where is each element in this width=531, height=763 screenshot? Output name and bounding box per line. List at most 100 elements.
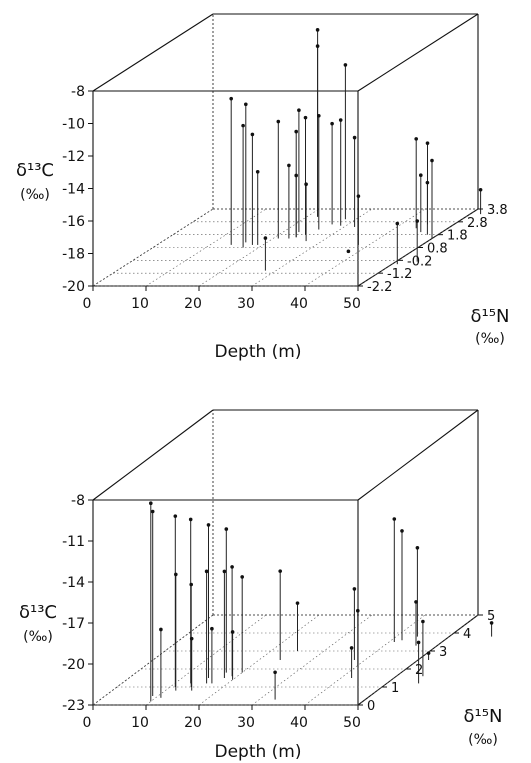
data-point: [417, 641, 421, 645]
data-point: [151, 510, 155, 514]
data-point: [353, 587, 357, 591]
data-point: [241, 124, 245, 128]
z-axis-label-main: δ¹⁵N: [464, 706, 503, 727]
data-point: [159, 628, 163, 632]
z-tick-label: 3.8: [487, 203, 508, 218]
data-point: [207, 523, 211, 527]
data-point: [427, 651, 431, 655]
y-tick-label: -23: [62, 698, 85, 714]
y-tick-label: -11: [62, 534, 85, 550]
chart-bottom: 0 10 20 30 40 50 -23 -20 -17 -14 -11 -8 0 1 2 3 4 5 Dep…: [19, 410, 502, 762]
data-point: [479, 188, 483, 192]
y-tick-label: -8: [71, 84, 85, 100]
z-tick-label: 2.8: [467, 216, 488, 231]
x-tick-label: 0: [83, 715, 92, 731]
data-point: [339, 118, 343, 122]
z-tick-label: 4: [463, 627, 471, 642]
x-tick-label: 10: [131, 296, 149, 312]
data-point: [273, 670, 277, 674]
x-tick-label: 50: [343, 296, 361, 312]
data-point: [316, 44, 320, 48]
z-tick-label: -0.2: [407, 254, 432, 269]
data-point: [225, 527, 229, 531]
z-tick-label: -2.2: [367, 280, 392, 295]
data-point: [174, 514, 178, 518]
y-tick-label: -17: [62, 616, 85, 632]
z-tick-label: 3: [439, 645, 447, 660]
x-tick-label: 10: [131, 715, 149, 731]
box-edge: [358, 615, 478, 705]
data-point: [400, 529, 404, 533]
z-tick-label: 1.8: [447, 229, 468, 244]
data-point: [264, 236, 268, 240]
data-point: [304, 182, 308, 186]
box-edge: [93, 14, 213, 91]
x-axis-bottom: 0 10 20 30 40 50: [83, 705, 361, 731]
data-point: [357, 194, 361, 198]
box-edge: [358, 410, 478, 500]
data-point: [414, 600, 418, 604]
data-point: [189, 583, 193, 587]
data-point: [278, 569, 282, 573]
data-point: [356, 609, 360, 613]
y-axis-label-unit: (‰): [20, 187, 50, 203]
x-tick-label: 20: [184, 715, 202, 731]
x-tick-label: 30: [237, 715, 255, 731]
data-point: [190, 637, 194, 641]
x-tick-label: 40: [290, 296, 308, 312]
x-tick-label: 40: [290, 715, 308, 731]
gridline-x: [146, 615, 266, 705]
data-point: [414, 137, 418, 141]
z-axis-label-unit: (‰): [475, 331, 505, 347]
z-tick-label: 1: [391, 681, 399, 696]
data-point: [297, 108, 301, 112]
data-point: [330, 122, 334, 126]
data-point: [277, 120, 281, 124]
data-point: [347, 250, 351, 254]
data-point: [223, 570, 227, 574]
data-point: [353, 136, 357, 140]
data-point: [304, 116, 308, 120]
data-point: [294, 174, 298, 178]
data-point: [294, 130, 298, 134]
x-axis-top: 0 10 20 30 40 50: [83, 286, 361, 312]
stems-top: [229, 28, 482, 271]
data-point: [210, 627, 214, 631]
x-tick-label: 0: [83, 296, 92, 312]
data-point: [189, 518, 193, 522]
data-point: [287, 164, 291, 168]
z-tick-label: -1.2: [387, 267, 412, 282]
data-point: [316, 28, 320, 32]
data-point: [244, 102, 248, 106]
y-tick-label: -20: [62, 657, 85, 673]
x-tick-label: 50: [343, 715, 361, 731]
data-point: [240, 575, 244, 579]
chart-top: 0 10 20 30 40 50 -20 -18 -16 -14 -12 -10 -8 -2.2-1.…: [16, 14, 509, 362]
y-axis-label-main: δ¹³C: [16, 160, 54, 181]
x-tick-label: 20: [184, 296, 202, 312]
z-axis-label-main: δ¹⁵N: [471, 306, 510, 327]
data-point: [396, 222, 400, 226]
y-tick-label: -12: [62, 149, 85, 165]
x-axis-label: Depth (m): [214, 342, 301, 362]
data-point: [421, 620, 425, 624]
y-tick-label: -18: [62, 247, 85, 263]
y-tick-label: -8: [71, 493, 85, 509]
data-point: [317, 114, 321, 118]
data-point: [416, 546, 420, 550]
z-tick-label: 5: [487, 609, 495, 624]
data-point: [296, 601, 300, 605]
data-point: [344, 63, 348, 67]
y-axis-top: -20 -18 -16 -14 -12 -10 -8: [62, 84, 93, 295]
y-tick-label: -14: [62, 182, 85, 198]
data-point: [426, 181, 430, 185]
y-tick-label: -14: [62, 575, 85, 591]
data-point: [149, 501, 153, 505]
data-point: [230, 565, 234, 569]
data-point: [415, 219, 419, 223]
y-axis-bottom: -23 -20 -17 -14 -11 -8: [62, 493, 93, 714]
gridline-x: [199, 615, 319, 705]
y-tick-label: -10: [62, 117, 85, 133]
z-tick-label: 2: [415, 663, 423, 678]
